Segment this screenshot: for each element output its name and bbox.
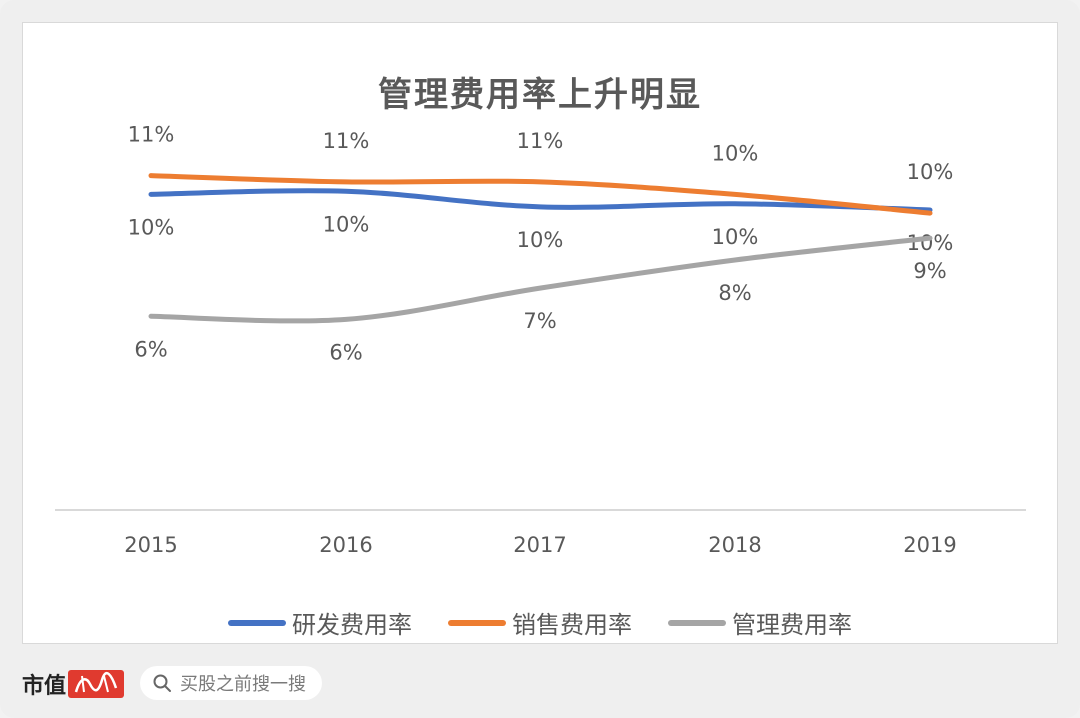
brand-name: 市值 (22, 673, 67, 699)
data-label-rd-2017: 10% (517, 228, 564, 252)
footer-bar: 市值 买股之前搜一搜 (0, 658, 1080, 712)
data-label-admin-2015: 6% (134, 337, 167, 361)
x-tick-label-2016: 2016 (319, 533, 372, 557)
data-label-rd-2019: 10% (907, 231, 954, 255)
search-placeholder: 买股之前搜一搜 (180, 674, 306, 695)
line-chart-plot: 2015 2016 2017 2018 2019 10% 10% 10% 10% 10% 11% 11… (55, 123, 1026, 557)
data-label-admin-2017: 7% (523, 309, 556, 333)
brand-seal-icon (68, 670, 125, 698)
x-tick-label-2018: 2018 (708, 533, 761, 557)
legend-swatch-rd (228, 619, 286, 626)
data-label-rd-2016: 10% (323, 212, 370, 236)
data-label-sales-2018: 10% (712, 141, 759, 165)
data-label-sales-2017: 11% (517, 129, 564, 153)
data-label-rd-2015: 10% (128, 215, 175, 239)
series-line-admin (148, 235, 933, 324)
data-label-sales-2015: 11% (128, 123, 175, 147)
data-label-admin-2018: 8% (718, 281, 751, 305)
brand-logo: 市值 (22, 668, 125, 700)
legend-item-sales: 销售费用率 (448, 605, 632, 640)
x-tick-label-2017: 2017 (513, 533, 566, 557)
legend-label-rd: 研发费用率 (292, 611, 412, 639)
x-tick-label-2019: 2019 (903, 533, 956, 557)
legend-swatch-admin (668, 619, 726, 626)
data-label-sales-2016: 11% (323, 129, 370, 153)
x-tick-label-2015: 2015 (124, 533, 177, 557)
data-label-sales-2019: 10% (907, 160, 954, 184)
chart-container: 管理费用率上升明显 2015 2016 2017 2018 2019 10% 10% 10% 1… (22, 22, 1058, 644)
legend-item-rd: 研发费用率 (228, 605, 412, 640)
chart-title: 管理费用率上升明显 (378, 75, 702, 115)
legend-swatch-sales (448, 619, 506, 626)
legend-item-admin: 管理费用率 (668, 605, 852, 640)
legend-label-admin: 管理费用率 (732, 611, 852, 639)
series-line-sales (148, 173, 933, 216)
chart-legend: 研发费用率 销售费用率 管理费用率 (23, 605, 1057, 640)
search-box[interactable]: 买股之前搜一搜 (140, 666, 322, 700)
series-line-rd (148, 188, 933, 213)
search-icon (153, 674, 171, 692)
legend-label-sales: 销售费用率 (512, 611, 632, 639)
data-label-admin-2016: 6% (329, 340, 362, 364)
data-label-rd-2018: 10% (712, 225, 759, 249)
data-label-admin-2019: 9% (913, 259, 946, 283)
